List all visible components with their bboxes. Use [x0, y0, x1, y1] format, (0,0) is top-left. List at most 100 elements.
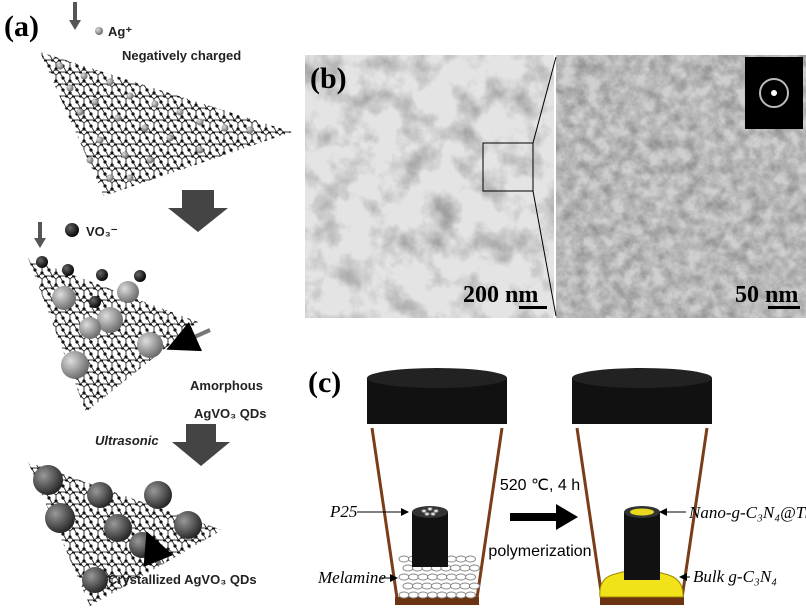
particle [61, 351, 89, 379]
particle [107, 175, 114, 182]
material-label: Nano-g-C₃N₄@TiO₂ [688, 503, 806, 522]
process-label: polymerization [488, 543, 591, 560]
scale-label: 200 nm [463, 282, 538, 308]
particle [81, 73, 88, 80]
particle [134, 270, 146, 282]
crucible [367, 368, 507, 605]
ion-label: Ag⁺ [108, 24, 132, 39]
particle [33, 465, 63, 495]
particle [437, 574, 447, 580]
particle [122, 152, 129, 159]
particle [466, 574, 476, 580]
particle [36, 256, 48, 268]
particle [92, 99, 99, 106]
saed-spot [771, 90, 777, 96]
scale-bar [519, 306, 547, 309]
particle [144, 481, 172, 509]
particle [460, 583, 470, 589]
particle [89, 296, 101, 308]
particle [466, 556, 476, 562]
particle [434, 510, 438, 512]
particle [177, 109, 184, 116]
material-label: Bulk g-C₃N₄ [693, 567, 777, 586]
particle [197, 147, 204, 154]
particle [147, 157, 154, 164]
particle [152, 101, 159, 108]
particle [437, 592, 447, 598]
panel-c: (c) 520 ℃, 4 h polymerization P25 Mel [308, 366, 806, 605]
ion-icon [95, 27, 103, 35]
step-label: Crystallized AgVO₃ QDs [108, 572, 257, 587]
particle [456, 592, 466, 598]
particle [79, 317, 101, 339]
particle [456, 574, 466, 580]
big-arrow [168, 190, 228, 232]
particle [403, 565, 413, 571]
particle [115, 115, 122, 122]
particle [222, 125, 229, 132]
particle [87, 482, 113, 508]
particle [174, 511, 202, 539]
particle [422, 510, 426, 512]
particle [431, 513, 435, 515]
lattice [40, 52, 292, 196]
particle [432, 583, 442, 589]
scale-label: 50 nm [735, 282, 798, 308]
step-label: Amorphous [190, 378, 263, 393]
particle [451, 583, 461, 589]
particle [77, 109, 84, 116]
particle [57, 63, 64, 70]
particle [399, 556, 409, 562]
scale-bar [768, 306, 800, 309]
particle [425, 513, 429, 515]
particle [127, 175, 134, 182]
particle [428, 592, 438, 598]
panel-a: (a) Ag⁺ Negatively charged VO₃⁻ Amorphou… [4, 2, 292, 606]
particle [418, 574, 428, 580]
crucible [572, 368, 712, 605]
particle [447, 574, 457, 580]
particle [117, 281, 139, 303]
figure: (a) Ag⁺ Negatively charged VO₃⁻ Amorphou… [0, 0, 806, 613]
particle [413, 583, 423, 589]
particle [409, 574, 419, 580]
particle [422, 583, 432, 589]
arrow [34, 238, 46, 248]
particle [399, 592, 409, 598]
particle [460, 565, 470, 571]
particle [466, 592, 476, 598]
step-label: AgVO₃ QDs [194, 406, 266, 421]
particle [107, 79, 114, 86]
particle [399, 574, 409, 580]
particle [52, 286, 76, 310]
particle [67, 85, 74, 92]
panel-b: (b) 200 nm 50 nm [305, 55, 806, 318]
particle [456, 556, 466, 562]
arrow [69, 20, 81, 30]
particle [137, 332, 163, 358]
particle [142, 125, 149, 132]
lattice [28, 258, 198, 412]
panel-label: (a) [4, 10, 39, 43]
particle [428, 508, 432, 510]
particle [470, 583, 480, 589]
particle [62, 264, 74, 276]
particle [104, 514, 132, 542]
material-label: P25 [329, 502, 357, 521]
particle [403, 583, 413, 589]
panel-label: (b) [310, 62, 347, 95]
process-arrow [556, 504, 578, 530]
particle [45, 503, 75, 533]
particle [470, 565, 480, 571]
particle [247, 127, 254, 134]
particle [127, 93, 134, 100]
particle [441, 583, 451, 589]
particle [167, 135, 174, 142]
ion-label: VO₃⁻ [86, 224, 118, 239]
particle [447, 592, 457, 598]
particle [197, 119, 204, 126]
particle [87, 157, 94, 164]
particle [96, 269, 108, 281]
particle [97, 137, 104, 144]
particle [428, 574, 438, 580]
